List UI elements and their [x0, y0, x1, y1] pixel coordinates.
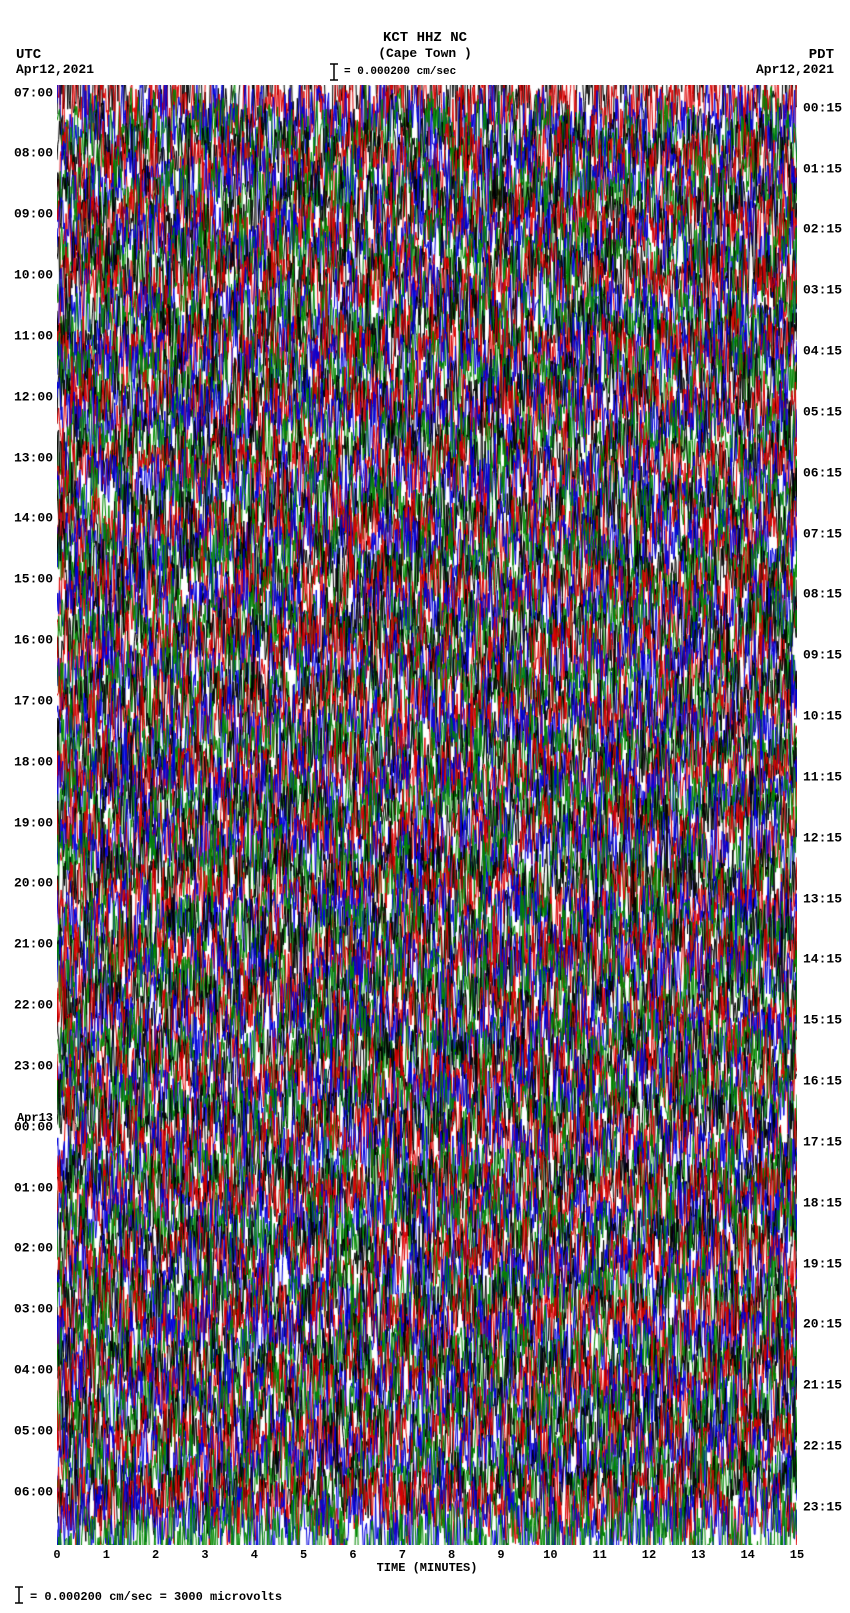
- pdt-hour-label: 08:15: [803, 587, 842, 602]
- minute-tick-label: 3: [201, 1548, 208, 1562]
- utc-hour-label: 20:00: [14, 876, 53, 891]
- minute-tick-label: 7: [399, 1548, 406, 1562]
- utc-hour-label: 05:00: [14, 1423, 53, 1438]
- utc-hour-label: 21:00: [14, 937, 53, 952]
- utc-hour-label: 19:00: [14, 815, 53, 830]
- minute-tick-label: 0: [53, 1548, 60, 1562]
- pdt-hour-label: 06:15: [803, 465, 842, 480]
- pdt-hour-label: 14:15: [803, 952, 842, 967]
- x-axis-title: TIME (MINUTES): [377, 1561, 478, 1575]
- utc-hour-label: 13:00: [14, 450, 53, 465]
- pdt-hour-label: 09:15: [803, 648, 842, 663]
- utc-hour-label: 15:00: [14, 572, 53, 587]
- utc-hour-label: 18:00: [14, 754, 53, 769]
- utc-hour-label: 12:00: [14, 389, 53, 404]
- utc-hour-label: 17:00: [14, 693, 53, 708]
- utc-hour-label: 04:00: [14, 1363, 53, 1378]
- minute-tick-label: 10: [543, 1548, 557, 1562]
- scale-text: = 0.000200 cm/sec: [344, 66, 456, 78]
- pdt-hour-label: 12:15: [803, 830, 842, 845]
- utc-hour-label: 02:00: [14, 1241, 53, 1256]
- pdt-hour-label: 11:15: [803, 769, 842, 784]
- utc-hour-label: 22:00: [14, 998, 53, 1013]
- pdt-hour-label: 01:15: [803, 161, 842, 176]
- pdt-hour-label: 03:15: [803, 283, 842, 298]
- utc-hour-label: 14:00: [14, 511, 53, 526]
- utc-hour-label: 10:00: [14, 268, 53, 283]
- location-subtitle: (Cape Town ): [378, 46, 472, 61]
- utc-hour-label: 16:00: [14, 633, 53, 648]
- pdt-hour-label: 18:15: [803, 1195, 842, 1210]
- minute-tick-label: 6: [349, 1548, 356, 1562]
- pdt-hour-label: 17:15: [803, 1134, 842, 1149]
- utc-hour-label: 03:00: [14, 1302, 53, 1317]
- pdt-hour-label: 22:15: [803, 1439, 842, 1454]
- pdt-hour-label: 07:15: [803, 526, 842, 541]
- pdt-hour-label: 00:15: [803, 100, 842, 115]
- utc-hour-label: 06:00: [14, 1484, 53, 1499]
- helicorder-plot: [57, 85, 797, 1545]
- pdt-hour-label: 02:15: [803, 222, 842, 237]
- pdt-hour-label: 16:15: [803, 1074, 842, 1089]
- minute-tick-label: 2: [152, 1548, 159, 1562]
- minute-tick-label: 11: [592, 1548, 606, 1562]
- minute-tick-label: 8: [448, 1548, 455, 1562]
- utc-hour-label: 07:00: [14, 85, 53, 100]
- pdt-hour-label: 04:15: [803, 344, 842, 359]
- footer-text: = 0.000200 cm/sec = 3000 microvolts: [30, 1590, 282, 1604]
- pdt-hour-label: 23:15: [803, 1499, 842, 1514]
- daybreak-label: Apr13: [17, 1111, 53, 1125]
- tz-right-label: PDT: [809, 47, 834, 63]
- minute-tick-label: 13: [691, 1548, 705, 1562]
- utc-hour-label: 01:00: [14, 1180, 53, 1195]
- footer-scale-bar-icon: [12, 1585, 26, 1605]
- scale-bar-icon: [328, 62, 340, 82]
- pdt-hour-label: 15:15: [803, 1013, 842, 1028]
- tz-left-label: UTC: [16, 47, 41, 63]
- minute-tick-label: 5: [300, 1548, 307, 1562]
- pdt-hour-label: 21:15: [803, 1378, 842, 1393]
- minute-tick-label: 1: [103, 1548, 110, 1562]
- station-title: KCT HHZ NC: [383, 30, 467, 46]
- minute-tick-label: 15: [790, 1548, 804, 1562]
- pdt-hour-label: 10:15: [803, 709, 842, 724]
- minute-tick-label: 9: [497, 1548, 504, 1562]
- pdt-hour-label: 13:15: [803, 891, 842, 906]
- date-left-label: Apr12,2021: [16, 62, 94, 77]
- minute-tick-label: 12: [642, 1548, 656, 1562]
- date-right-label: Apr12,2021: [756, 62, 834, 77]
- utc-hour-label: 09:00: [14, 207, 53, 222]
- utc-hour-label: 23:00: [14, 1058, 53, 1073]
- minute-tick-label: 4: [251, 1548, 258, 1562]
- pdt-hour-label: 19:15: [803, 1256, 842, 1271]
- minute-tick-label: 14: [740, 1548, 754, 1562]
- pdt-hour-label: 05:15: [803, 404, 842, 419]
- utc-hour-label: 11:00: [14, 328, 53, 343]
- pdt-hour-label: 20:15: [803, 1317, 842, 1332]
- utc-hour-label: 08:00: [14, 146, 53, 161]
